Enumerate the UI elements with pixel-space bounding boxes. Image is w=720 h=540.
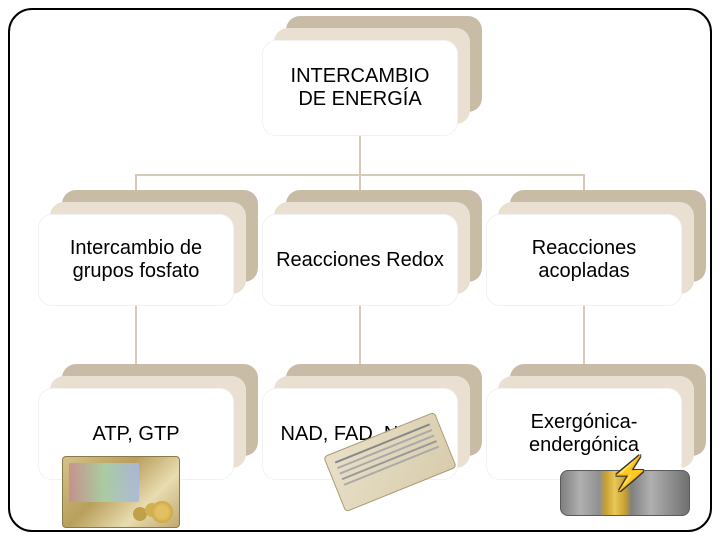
node-label-root: INTERCAMBIO DE ENERGÍA: [275, 65, 445, 111]
node-label-l1: ATP, GTP: [92, 423, 179, 446]
node-c3: Reacciones acopladas: [486, 214, 682, 306]
connector-0: [359, 136, 361, 174]
node-c1: Intercambio de grupos fosfato: [38, 214, 234, 306]
node-c2: Reacciones Redox: [262, 214, 458, 306]
node-l3: Exergónica-endergónica: [486, 388, 682, 480]
bolt-icon: ⚡: [610, 454, 650, 492]
node-label-c2: Reacciones Redox: [276, 249, 444, 272]
node-label-c1: Intercambio de grupos fosfato: [51, 237, 221, 283]
money-image: [62, 456, 180, 528]
node-root: INTERCAMBIO DE ENERGÍA: [262, 40, 458, 136]
node-label-c3: Reacciones acopladas: [499, 237, 669, 283]
node-label-l3: Exergónica-endergónica: [499, 411, 669, 457]
